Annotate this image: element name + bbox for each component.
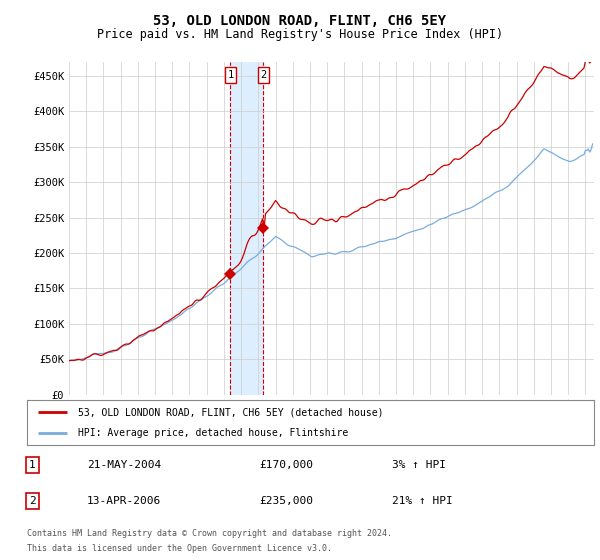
Text: 53, OLD LONDON ROAD, FLINT, CH6 5EY: 53, OLD LONDON ROAD, FLINT, CH6 5EY	[154, 14, 446, 28]
Text: 2: 2	[260, 70, 266, 80]
Text: £170,000: £170,000	[260, 460, 314, 470]
Text: This data is licensed under the Open Government Licence v3.0.: This data is licensed under the Open Gov…	[27, 544, 332, 553]
Text: HPI: Average price, detached house, Flintshire: HPI: Average price, detached house, Flin…	[78, 428, 348, 438]
Text: 3% ↑ HPI: 3% ↑ HPI	[392, 460, 446, 470]
Text: 21-MAY-2004: 21-MAY-2004	[87, 460, 161, 470]
Text: 13-APR-2006: 13-APR-2006	[87, 496, 161, 506]
Text: 53, OLD LONDON ROAD, FLINT, CH6 5EY (detached house): 53, OLD LONDON ROAD, FLINT, CH6 5EY (det…	[78, 408, 383, 418]
Text: £235,000: £235,000	[260, 496, 314, 506]
Text: 2: 2	[29, 496, 35, 506]
Text: Contains HM Land Registry data © Crown copyright and database right 2024.: Contains HM Land Registry data © Crown c…	[27, 530, 392, 539]
Text: 21% ↑ HPI: 21% ↑ HPI	[392, 496, 453, 506]
Bar	[230, 62, 263, 395]
Text: 1: 1	[227, 70, 233, 80]
Text: 1: 1	[29, 460, 35, 470]
Text: Price paid vs. HM Land Registry's House Price Index (HPI): Price paid vs. HM Land Registry's House …	[97, 28, 503, 41]
